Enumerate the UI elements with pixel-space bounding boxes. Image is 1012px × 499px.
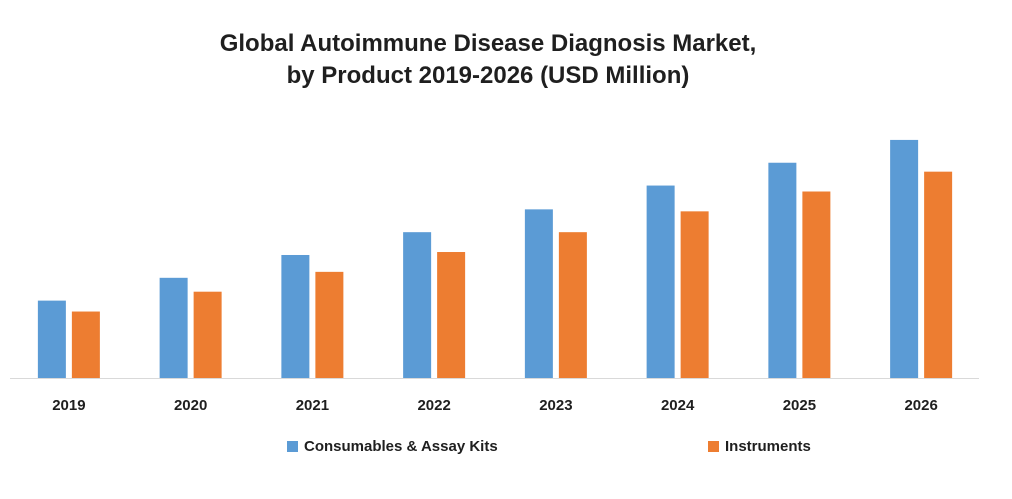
x-tick-label-2024: 2024 [661,397,695,414]
bar-instruments-2023 [558,232,587,378]
bar-consumables-2019 [37,300,66,378]
chart-title-line-1: Global Autoimmune Disease Diagnosis Mark… [219,30,757,57]
x-tick-labels: 2019 2020 2021 2022 2023 2024 2025 2026 [52,397,938,414]
legend-swatch-instruments [708,441,719,452]
x-tick-label-2021: 2021 [296,397,329,414]
chart-title: Global Autoimmune Disease Diagnosis Mark… [0,28,976,92]
bar-consumables-2024 [646,185,675,378]
legend-item-instruments: Instruments [708,438,811,455]
legend-label-instruments: Instruments [725,438,811,455]
bar-consumables-2025 [768,162,797,378]
bar-group [37,139,953,378]
bar-consumables-2022 [403,232,432,378]
bar-instruments-2021 [315,271,344,378]
x-tick-label-2019: 2019 [52,397,85,414]
bar-consumables-2020 [159,277,188,378]
legend-item-consumables: Consumables & Assay Kits [287,438,498,455]
x-tick-label-2026: 2026 [904,397,937,414]
bar-instruments-2022 [437,252,466,378]
bar-instruments-2025 [802,191,831,378]
x-tick-label-2020: 2020 [174,397,207,414]
bar-consumables-2021 [281,254,310,378]
bar-consumables-2023 [524,209,553,378]
legend-label-consumables: Consumables & Assay Kits [304,438,498,455]
chart-title-line-2: by Product 2019-2026 (USD Million) [286,62,690,89]
x-tick-label-2022: 2022 [417,397,450,414]
x-tick-label-2023: 2023 [539,397,572,414]
bar-consumables-2026 [890,139,919,378]
bar-chart: 2019 2020 2021 2022 2023 2024 2025 2026 [10,139,979,414]
bar-instruments-2019 [71,311,100,378]
bar-instruments-2020 [193,291,222,378]
bar-instruments-2026 [924,171,953,378]
bar-instruments-2024 [680,211,709,378]
x-tick-label-2025: 2025 [783,397,816,414]
legend: Consumables & Assay Kits Instruments [0,438,1012,460]
legend-swatch-consumables [287,441,298,452]
